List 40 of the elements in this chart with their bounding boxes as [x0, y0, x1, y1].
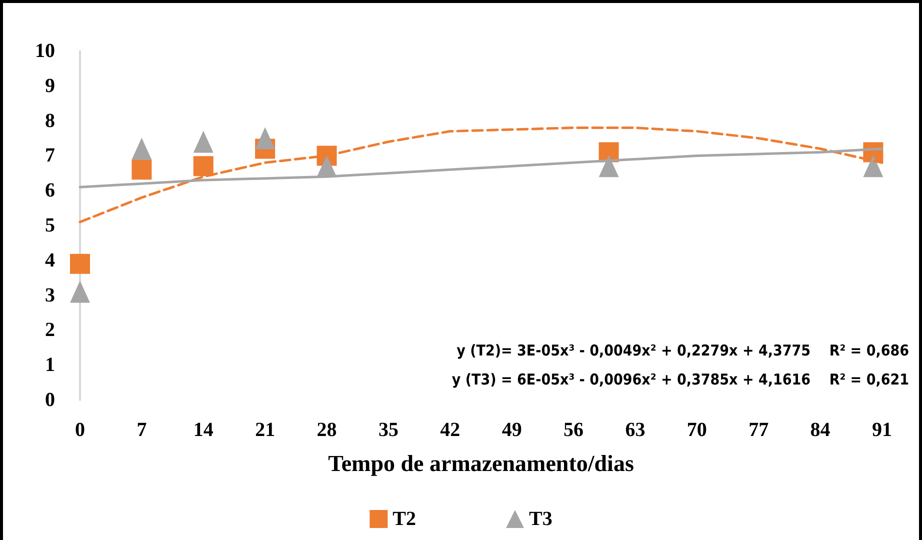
point	[863, 155, 884, 178]
y-tick-label: 0	[45, 389, 55, 411]
y-tick-label: 6	[45, 180, 55, 202]
y-tick-label: 5	[45, 214, 55, 236]
y-tick-label: 7	[45, 144, 55, 167]
point	[70, 280, 90, 303]
point	[132, 160, 152, 180]
annotation: y (T2)= 3E-05x³ - 0,0049x² + 0,2279x + 4,3775 R² = 0,686	[456, 342, 910, 360]
x-tick-label: 56	[564, 419, 584, 441]
y-tick-label: 4	[45, 249, 55, 272]
point	[132, 138, 152, 160]
x-tick-label: 49	[502, 419, 522, 441]
x-tick-label: 7	[136, 419, 147, 441]
x-tick-label: 84	[810, 419, 830, 441]
x-tick-label: 35	[378, 419, 398, 441]
x-tick-label: 77	[748, 419, 769, 441]
y-tick-label: 10	[35, 40, 55, 62]
legend-label: T3	[529, 508, 552, 530]
x-tick-label: 91	[872, 419, 892, 441]
legend-label: T2	[392, 508, 416, 530]
x-tick-label: 0	[75, 419, 85, 441]
x-tick-label: 21	[255, 419, 276, 441]
point	[255, 127, 276, 150]
x-tick-label: 70	[686, 419, 707, 441]
point	[598, 155, 619, 178]
y-tick-label: 8	[45, 110, 55, 132]
x-tick-label: 28	[316, 419, 337, 441]
y-tick-label: 9	[45, 74, 55, 97]
x-tick-label: 14	[193, 419, 214, 441]
annotation: y (T3) = 6E-05x³ - 0,0096x² + 0,3785x + 4,1616 R² = 0,621	[452, 370, 910, 388]
x-tick-label: 63	[625, 419, 646, 441]
y-tick-label: 1	[45, 354, 55, 376]
y-tick-label: 3	[45, 284, 55, 306]
point	[193, 130, 214, 153]
point	[193, 156, 214, 176]
line-series	[78, 126, 884, 224]
x-axis-title: Tempo de armazenamento/dias	[328, 451, 634, 476]
x-tick-label: 42	[440, 419, 460, 441]
point	[70, 254, 90, 274]
y-tick-label: 2	[45, 319, 55, 342]
